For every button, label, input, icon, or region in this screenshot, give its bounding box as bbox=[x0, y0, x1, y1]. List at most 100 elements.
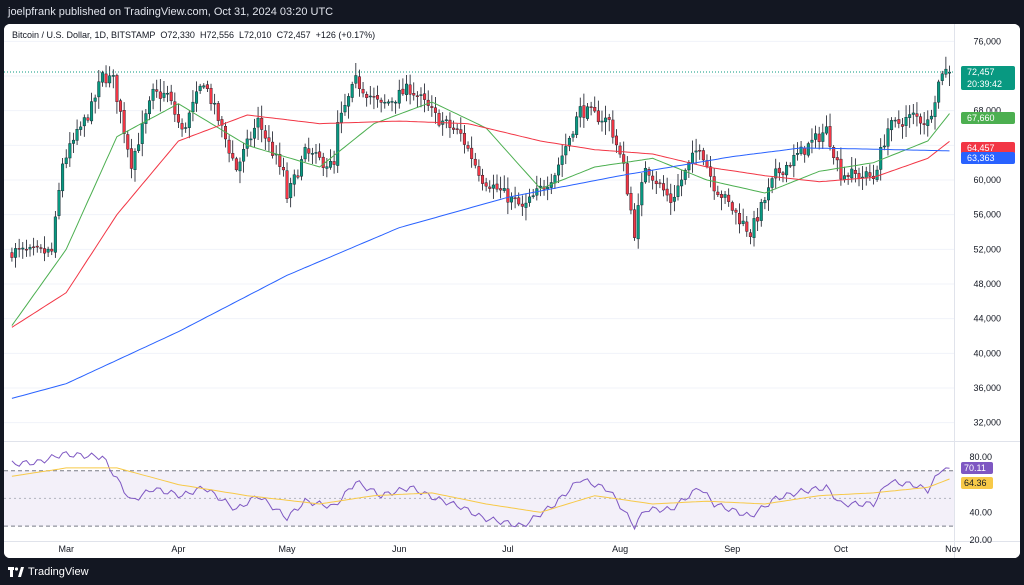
candle bbox=[100, 70, 104, 87]
candle-body bbox=[672, 196, 676, 202]
candle bbox=[39, 244, 43, 254]
price-tick-label: 40,000 bbox=[973, 348, 1001, 358]
candle-body bbox=[669, 193, 673, 203]
candle-body bbox=[509, 196, 513, 203]
candle bbox=[893, 117, 897, 128]
time-tick-label: Jul bbox=[502, 544, 514, 554]
candle-body bbox=[846, 174, 850, 177]
candle bbox=[256, 106, 260, 141]
candle-body bbox=[32, 246, 36, 249]
candle bbox=[806, 141, 810, 158]
candle bbox=[459, 117, 463, 142]
candle bbox=[394, 100, 398, 114]
candle bbox=[184, 122, 188, 133]
candle bbox=[278, 142, 282, 175]
candle-body bbox=[792, 154, 796, 167]
chart-card[interactable]: 32,000 36,000 40,000 44,000 48,000 52,000 56,0… bbox=[4, 24, 1020, 558]
candle-body bbox=[187, 112, 191, 128]
chart-canvas[interactable]: 32,000 36,000 40,000 44,000 48,000 52,000 56,0… bbox=[4, 24, 1020, 558]
candle bbox=[709, 155, 713, 188]
candle bbox=[763, 196, 767, 210]
candle bbox=[119, 98, 123, 124]
candle-body bbox=[886, 128, 890, 147]
price-badge-countdown: 20:39:42 bbox=[967, 79, 1002, 89]
price-badge-bg bbox=[961, 142, 1015, 154]
price-badge-value: 72,457 bbox=[967, 67, 995, 77]
candle-body bbox=[763, 200, 767, 204]
candle-body bbox=[350, 84, 354, 98]
tradingview-logo-icon bbox=[8, 567, 24, 577]
candle bbox=[93, 94, 97, 114]
candle bbox=[361, 82, 365, 98]
candle bbox=[491, 174, 495, 199]
candle bbox=[629, 186, 633, 215]
candle-body bbox=[115, 75, 119, 102]
candle-body bbox=[788, 164, 792, 167]
candle bbox=[158, 79, 162, 112]
candle bbox=[622, 141, 626, 172]
candle bbox=[586, 102, 590, 121]
candle-body bbox=[86, 117, 90, 121]
candle-body bbox=[719, 194, 723, 198]
candle-body bbox=[176, 114, 180, 123]
candle-body bbox=[263, 130, 267, 139]
candle bbox=[908, 105, 912, 128]
candle-body bbox=[50, 248, 54, 252]
candle bbox=[82, 114, 86, 137]
candle-body bbox=[752, 218, 756, 238]
candle-body bbox=[310, 153, 314, 155]
candle bbox=[166, 85, 170, 103]
candle-body bbox=[614, 135, 618, 146]
candle-body bbox=[213, 102, 217, 105]
candle-body bbox=[557, 164, 561, 176]
candle bbox=[495, 174, 499, 193]
candle bbox=[604, 105, 608, 135]
candle-body bbox=[524, 202, 528, 208]
candle bbox=[419, 87, 423, 108]
candle bbox=[926, 110, 930, 137]
candle-body bbox=[430, 106, 434, 108]
time-tick-label: Sep bbox=[724, 544, 740, 554]
candle bbox=[788, 162, 792, 169]
candle-body bbox=[383, 101, 387, 104]
candle bbox=[600, 110, 604, 132]
candle-body bbox=[328, 160, 332, 168]
candle-body bbox=[546, 186, 550, 190]
candle-body bbox=[915, 113, 919, 117]
candle-body bbox=[281, 167, 285, 171]
candle-body bbox=[147, 100, 151, 115]
candle-body bbox=[158, 91, 162, 99]
candle-body bbox=[651, 175, 655, 181]
candle-body bbox=[488, 186, 492, 189]
candle bbox=[260, 105, 264, 143]
candle-body bbox=[777, 167, 781, 174]
candle bbox=[875, 165, 879, 182]
time-tick-label: Nov bbox=[945, 544, 962, 554]
candle-body bbox=[564, 146, 568, 156]
candle-body bbox=[423, 93, 427, 100]
candle-body bbox=[419, 94, 423, 96]
price-badge-bg bbox=[961, 66, 1015, 91]
candle-body bbox=[151, 88, 155, 101]
candle-body bbox=[799, 146, 803, 154]
candle bbox=[289, 177, 293, 208]
candle bbox=[882, 134, 886, 151]
candle bbox=[611, 110, 615, 144]
candle bbox=[263, 125, 267, 150]
candle-body bbox=[390, 101, 394, 103]
candle-body bbox=[357, 76, 361, 89]
legend-high-label: H bbox=[199, 30, 207, 40]
candle-body bbox=[850, 168, 854, 179]
candle-body bbox=[600, 120, 604, 123]
candle-body bbox=[723, 194, 727, 198]
candle bbox=[285, 162, 289, 204]
candle-body bbox=[944, 68, 948, 75]
candle bbox=[466, 141, 470, 152]
candle bbox=[814, 125, 818, 149]
candle-body bbox=[759, 202, 763, 221]
candle bbox=[408, 74, 412, 105]
candle-body bbox=[205, 84, 209, 89]
candle bbox=[698, 144, 702, 160]
candle bbox=[155, 79, 159, 98]
candle bbox=[658, 179, 662, 189]
